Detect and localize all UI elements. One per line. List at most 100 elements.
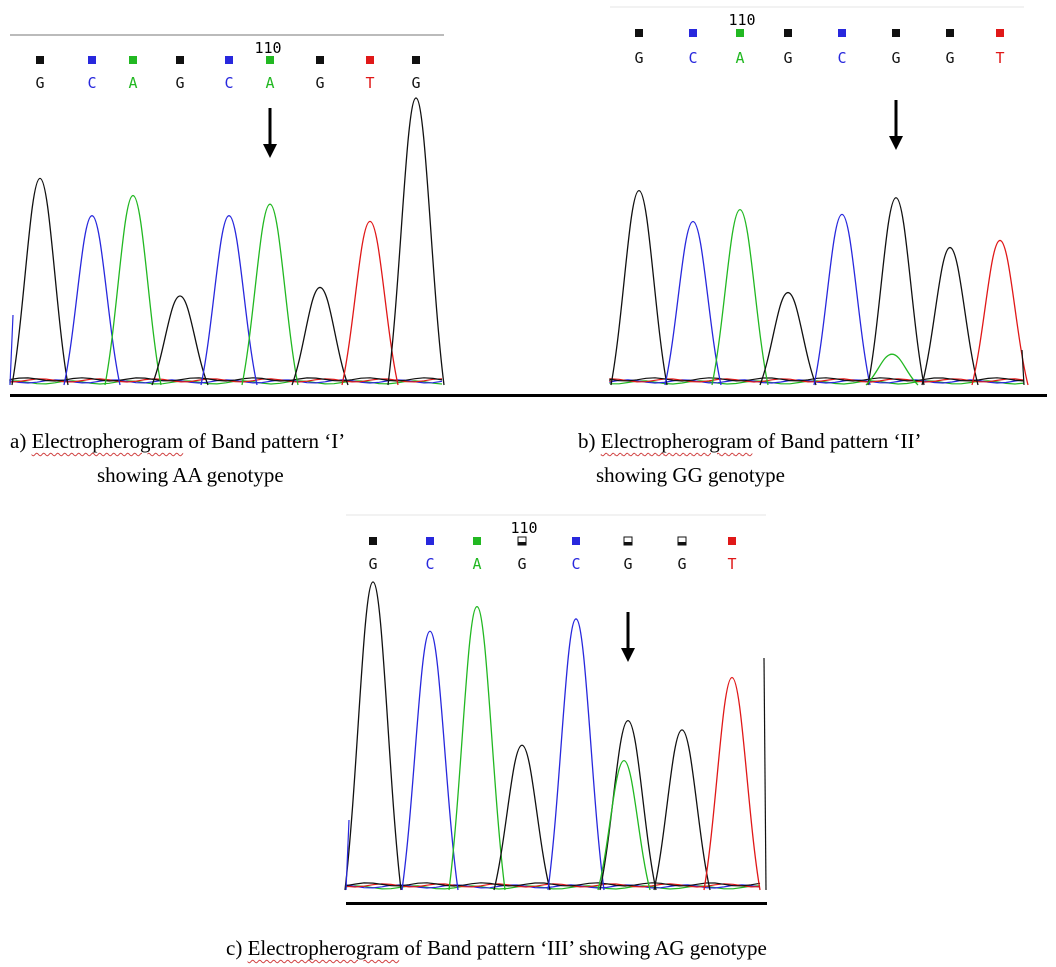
peak-a: [711, 208, 769, 386]
base-call-square: [36, 56, 44, 64]
base-letter: G: [623, 555, 632, 573]
peak-a: [241, 203, 299, 386]
peak-g: [151, 295, 209, 386]
base-call-square: [689, 29, 697, 37]
base-letter: T: [995, 49, 1004, 67]
peak-g: [291, 286, 349, 386]
peak-a: [104, 194, 162, 386]
pointer-arrow-head: [621, 648, 635, 662]
caption-b-line1: b) Electropherogram of Band pattern ‘II’: [578, 429, 922, 453]
base-letter: C: [87, 74, 96, 92]
base-letter: T: [727, 555, 736, 573]
base-letter: G: [783, 49, 792, 67]
edge-trace: [345, 819, 350, 891]
base-letter: G: [677, 555, 686, 573]
base-call-square: [369, 537, 377, 545]
base-call-square: [225, 56, 233, 64]
peak-c: [63, 215, 121, 386]
base-call-square: [88, 56, 96, 64]
base-letter: G: [35, 74, 44, 92]
base-call-square: [838, 29, 846, 37]
caption-b-line2: showing GG genotype: [596, 463, 785, 487]
panel-a-chromatogram: 110 G C A G C A G T G: [9, 34, 445, 386]
base-letter: A: [735, 49, 744, 67]
base-call-square: [176, 56, 184, 64]
panel-b-chromatogram: 110 G C A G C G G T: [609, 6, 1029, 386]
base-letter: G: [945, 49, 954, 67]
panel-c-chromatogram: 110 G C A G C G G T: [344, 514, 767, 891]
peak-t: [971, 239, 1029, 386]
edge-trace: [9, 314, 14, 386]
base-call-square: [572, 537, 580, 545]
peak-g: [921, 246, 979, 386]
peak-c: [401, 630, 459, 891]
base-letter: A: [128, 74, 137, 92]
axis-line-top-row: [10, 394, 1047, 397]
base-call-square: [784, 29, 792, 37]
base-letter: C: [837, 49, 846, 67]
peak-g: [11, 177, 69, 386]
base-letter: T: [365, 74, 374, 92]
base-letter: G: [634, 49, 643, 67]
position-label: 110: [254, 39, 281, 57]
base-letter: A: [265, 74, 274, 92]
pointer-arrow-head: [889, 136, 903, 150]
caption-c: c) Electropherogram of Band pattern ‘III…: [226, 936, 767, 960]
peak-g: [344, 581, 402, 891]
base-letter: G: [411, 74, 420, 92]
peak-g: [610, 190, 668, 386]
base-call-square-fill: [678, 542, 686, 545]
peak-c: [813, 213, 871, 386]
base-letter: C: [425, 555, 434, 573]
position-label: 110: [728, 11, 755, 29]
base-letter: C: [224, 74, 233, 92]
base-call-square: [635, 29, 643, 37]
base-letter: G: [175, 74, 184, 92]
peak-g: [493, 744, 551, 891]
peak-c: [200, 215, 258, 386]
base-call-square-fill: [518, 542, 526, 545]
base-call-square: [892, 29, 900, 37]
base-letter: G: [891, 49, 900, 67]
base-call-square: [412, 56, 420, 64]
peak-g: [599, 719, 657, 891]
base-call-square: [129, 56, 137, 64]
minor-peak-a: [597, 759, 651, 891]
noise-trace: [9, 380, 443, 385]
peak-g: [653, 729, 711, 891]
axis-line-panel-c: [346, 902, 767, 905]
base-letter: G: [315, 74, 324, 92]
pointer-arrow-head: [263, 144, 277, 158]
peak-g: [867, 197, 925, 386]
peak-a: [448, 605, 506, 891]
base-letter: G: [517, 555, 526, 573]
base-call-square: [426, 537, 434, 545]
base-call-square: [316, 56, 324, 64]
peak-g: [387, 97, 445, 386]
noise-trace: [9, 377, 443, 382]
noise-trace: [609, 377, 1025, 382]
base-call-square-fill: [624, 542, 632, 545]
base-call-square: [946, 29, 954, 37]
peak-g: [759, 291, 817, 386]
base-call-square: [996, 29, 1004, 37]
peak-c: [664, 220, 722, 386]
base-call-square: [366, 56, 374, 64]
base-letter: G: [368, 555, 377, 573]
base-call-square: [736, 29, 744, 37]
caption-a-line1: a) Electropherogram of Band pattern ‘I’: [10, 429, 346, 453]
position-label: 110: [510, 519, 537, 537]
edge-trace: [763, 657, 767, 891]
caption-a-line2: showing AA genotype: [97, 463, 284, 487]
base-call-square: [473, 537, 481, 545]
peak-c: [547, 618, 605, 891]
peak-t: [341, 220, 399, 386]
base-letter: C: [688, 49, 697, 67]
base-letter: C: [571, 555, 580, 573]
peak-t: [703, 676, 761, 891]
base-letter: A: [472, 555, 481, 573]
minor-peak-a: [865, 353, 919, 386]
base-call-square: [266, 56, 274, 64]
base-call-square: [728, 537, 736, 545]
